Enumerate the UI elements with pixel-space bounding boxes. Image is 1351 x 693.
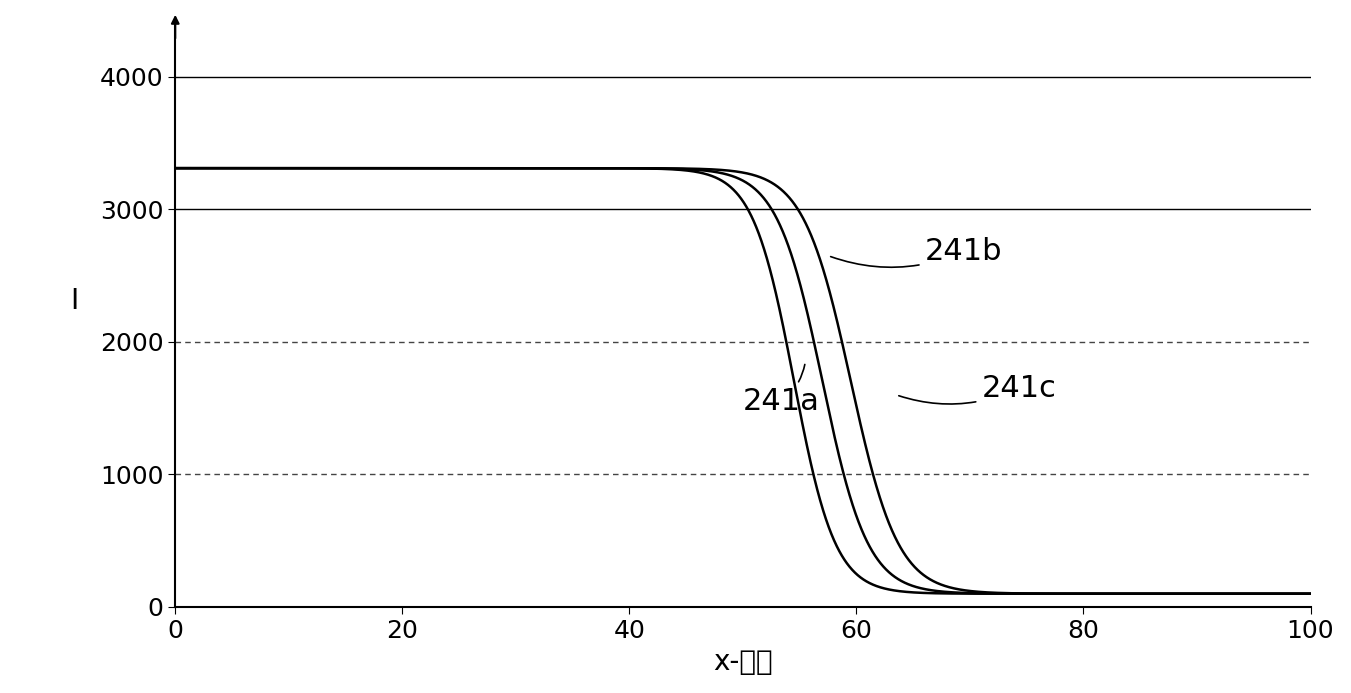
Y-axis label: I: I — [70, 288, 78, 315]
Text: 241b: 241b — [831, 237, 1002, 267]
Text: 241a: 241a — [743, 365, 820, 416]
X-axis label: x-位置: x-位置 — [713, 649, 773, 676]
Text: 241c: 241c — [898, 374, 1056, 404]
